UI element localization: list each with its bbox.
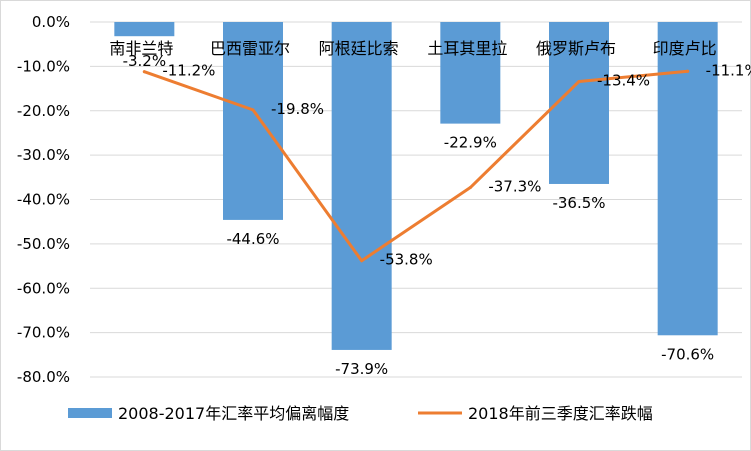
y-tick-label: -70.0%: [17, 324, 70, 342]
line-point: [577, 79, 581, 83]
bar-data-labels: -3.2% -44.6% -73.9% -22.9% -36.5% -70.6%: [123, 52, 715, 378]
line-point: [360, 259, 364, 263]
y-tick-label: -50.0%: [17, 235, 70, 253]
y-tick-label: -40.0%: [17, 191, 70, 209]
category-labels: 南非兰特 巴西雷亚尔 阿根廷比索 土耳其里拉 俄罗斯卢布 印度卢比: [109, 39, 716, 58]
line-path: [142, 69, 690, 263]
line-data-label: -11.1%: [706, 61, 751, 79]
bar: [114, 22, 175, 37]
line-data-labels: -11.2% -19.8% -53.8% -37.3% -13.4% -11.1%: [162, 61, 751, 268]
line-data-label: -37.3%: [488, 178, 541, 196]
legend-bar-label: 2008-2017年汇率平均偏离幅度: [118, 404, 349, 423]
bar-data-label: -3.2%: [123, 52, 167, 70]
gridlines: [90, 21, 742, 378]
y-axis: 0.0% -10.0% -20.0% -30.0% -40.0% -50.0% -60.0%…: [17, 13, 70, 386]
bar-data-label: -36.5%: [552, 194, 605, 212]
y-tick-label: -80.0%: [17, 368, 70, 386]
bar-data-label: -44.6%: [226, 230, 279, 248]
line-series: [142, 69, 690, 263]
category-label: 印度卢比: [653, 39, 717, 58]
line-data-label: -13.4%: [597, 71, 650, 89]
bar: [440, 22, 501, 124]
category-label: 土耳其里拉: [427, 39, 507, 58]
bar-data-label: -70.6%: [661, 345, 714, 363]
legend: 2008-2017年汇率平均偏离幅度 2018年前三季度汇率跌幅: [68, 404, 653, 423]
line-data-label: -11.2%: [162, 62, 215, 80]
y-tick-label: 0.0%: [32, 13, 70, 31]
bar: [331, 22, 392, 350]
line-point: [251, 108, 255, 112]
category-label: 阿根廷比索: [319, 39, 399, 58]
bar: [223, 22, 283, 220]
category-label: 俄罗斯卢布: [536, 39, 616, 58]
bar-data-label: -22.9%: [444, 134, 497, 152]
line-point: [468, 186, 472, 190]
legend-bar-swatch: [68, 408, 112, 418]
y-tick-label: -60.0%: [17, 279, 70, 297]
bar-data-label: -73.9%: [335, 360, 388, 378]
line-point: [686, 69, 690, 73]
line-point: [142, 70, 146, 74]
category-label: 南非兰特: [109, 39, 173, 58]
y-tick-label: -20.0%: [17, 102, 70, 120]
legend-line-label: 2018年前三季度汇率跌幅: [468, 404, 653, 423]
line-data-label: -19.8%: [271, 100, 324, 118]
y-tick-label: -30.0%: [17, 146, 70, 164]
category-label: 巴西雷亚尔: [210, 39, 290, 58]
line-data-label: -53.8%: [380, 251, 433, 269]
y-tick-label: -10.0%: [17, 57, 70, 75]
